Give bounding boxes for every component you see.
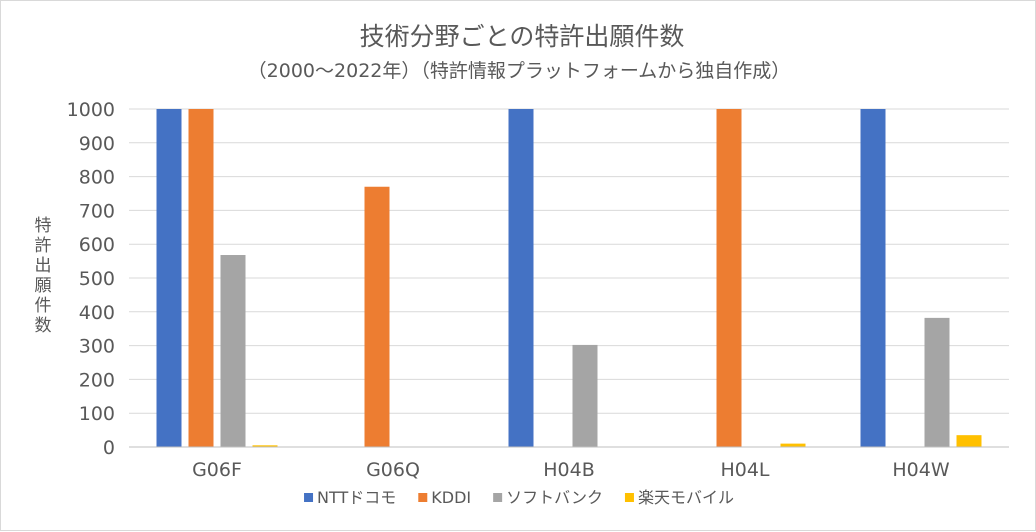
- y-axis-label-text: 特許出願件数: [35, 216, 52, 336]
- y-tick-label: 700: [79, 200, 115, 222]
- bar-G06Q-1: [364, 186, 390, 448]
- y-tick-label: 100: [79, 403, 115, 425]
- x-tick-label: G06Q: [366, 459, 420, 481]
- bars: [156, 109, 982, 448]
- bar-G06F-2: [220, 255, 246, 447]
- x-tick-label: G06F: [192, 459, 242, 481]
- bar-H04B-2: [572, 344, 598, 447]
- y-axis-ticks: 0 100 200 300 400 500 600 700 800 900 1000: [67, 99, 115, 459]
- bar-H04W-0: [860, 109, 886, 447]
- legend-swatch: [418, 493, 428, 502]
- legend: NTTドコモ KDDI ソフトバンク 楽天モバイル: [304, 488, 734, 507]
- legend-item: 楽天モバイル: [624, 488, 734, 507]
- x-tick-label: H04L: [720, 459, 769, 481]
- bar-G06F-3: [252, 445, 278, 447]
- chart-title: 技術分野ごとの特許出願件数: [360, 22, 685, 51]
- legend-item: KDDI: [418, 488, 471, 507]
- y-tick-label: 900: [79, 133, 115, 155]
- legend-swatch: [624, 493, 634, 502]
- legend-label: NTTドコモ: [317, 488, 396, 507]
- legend-label: ソフトバンク: [506, 488, 603, 507]
- legend-swatch: [304, 493, 314, 502]
- bar-H04L-1: [716, 109, 742, 447]
- x-axis: G06F G06Q H04B H04L H04W: [129, 446, 1009, 481]
- legend-label: KDDI: [431, 488, 471, 507]
- legend-swatch: [493, 493, 503, 502]
- y-axis-label: 特許出願件数: [35, 216, 52, 336]
- bar-H04L-3: [780, 443, 806, 447]
- y-tick-label: 800: [79, 167, 115, 189]
- legend-label: 楽天モバイル: [638, 488, 734, 507]
- x-tick-label: H04B: [543, 459, 595, 481]
- y-tick-label: 400: [79, 302, 115, 324]
- y-tick-label: 1000: [67, 99, 115, 121]
- y-tick-label: 300: [79, 336, 115, 358]
- bar-G06F-0: [156, 109, 182, 447]
- chart-subtitle: （2000～2022年）（特許情報プラットフォームから独自作成）: [248, 60, 791, 82]
- legend-item: NTTドコモ: [304, 488, 396, 507]
- y-tick-label: 600: [79, 234, 115, 256]
- bar-H04W-2: [924, 317, 950, 447]
- y-tick-label: 500: [79, 268, 115, 290]
- legend-item: ソフトバンク: [493, 488, 603, 507]
- y-tick-label: 0: [103, 437, 115, 459]
- bar-H04W-3: [956, 435, 982, 447]
- bar-G06F-1: [188, 109, 214, 447]
- y-tick-label: 200: [79, 369, 115, 391]
- bar-H04B-0: [508, 109, 534, 447]
- x-tick-label: H04W: [892, 459, 949, 481]
